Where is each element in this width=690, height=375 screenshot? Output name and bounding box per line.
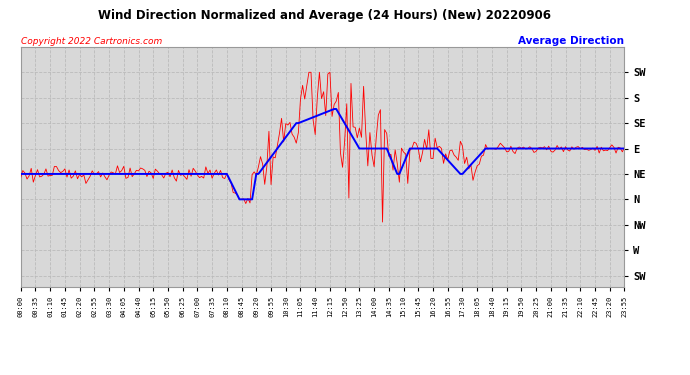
- Text: Wind Direction Normalized and Average (24 Hours) (New) 20220906: Wind Direction Normalized and Average (2…: [98, 9, 551, 22]
- Text: Average Direction: Average Direction: [518, 36, 624, 46]
- Text: Copyright 2022 Cartronics.com: Copyright 2022 Cartronics.com: [21, 38, 162, 46]
